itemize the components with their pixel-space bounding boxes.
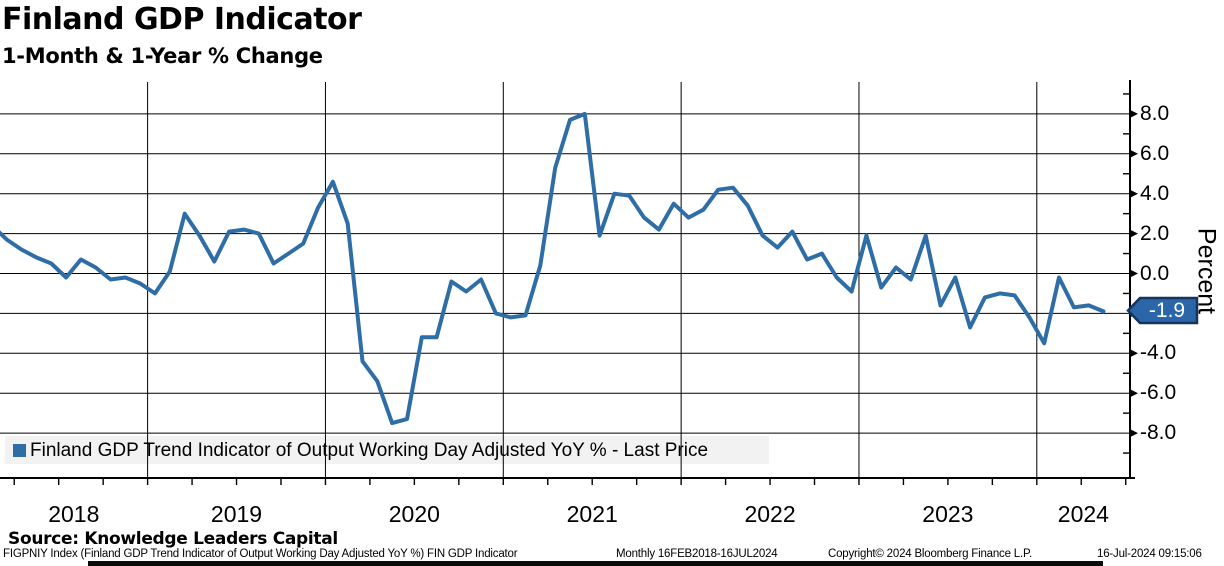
page-subtitle: 1-Month & 1-Year % Change xyxy=(2,44,323,68)
bottom-window-edge-bar xyxy=(88,561,1103,566)
x-axis-year-label: 2018 xyxy=(48,501,100,527)
y-axis-tick-label: 0.0 xyxy=(1140,261,1170,285)
footer-copyright: Copyright© 2024 Bloomberg Finance L.P. xyxy=(828,548,1032,560)
x-axis-year-label: 2020 xyxy=(388,501,440,527)
footer-security-info: FIGPNIY Index (Finland GDP Trend Indicat… xyxy=(3,548,518,560)
page-title: Finland GDP Indicator xyxy=(2,2,362,37)
y-axis-tick-label: 6.0 xyxy=(1140,141,1170,165)
legend-color-swatch xyxy=(13,444,26,457)
y-axis-tick-label: 4.0 xyxy=(1140,181,1170,205)
x-axis-year-label: 2021 xyxy=(566,501,618,527)
source-attribution: Source: Knowledge Leaders Capital xyxy=(8,529,338,549)
x-axis-year-label: 2019 xyxy=(210,501,263,527)
x-axis-year-label: 2022 xyxy=(744,501,796,527)
footer-periodicity: Monthly 16FEB2018-16JUL2024 xyxy=(616,548,778,560)
y-axis-tick-label: 2.0 xyxy=(1140,221,1170,245)
y-axis-tick-label: 8.0 xyxy=(1140,101,1170,125)
x-axis-year-label: 2023 xyxy=(922,501,974,527)
y-axis-tick-label: -4.0 xyxy=(1140,341,1177,365)
x-axis-year-label: 2024 xyxy=(1057,501,1109,527)
footer-timestamp: 16-Jul-2024 09:15:06 xyxy=(1097,548,1202,560)
last-price-tag-value: -1.9 xyxy=(1148,299,1186,323)
y-axis-tick-label: -6.0 xyxy=(1140,381,1177,405)
y-axis-tick-label: -8.0 xyxy=(1140,421,1177,445)
last-price-tag-shape xyxy=(1126,297,1199,325)
legend-label: Finland GDP Trend Indicator of Output Wo… xyxy=(30,440,709,461)
